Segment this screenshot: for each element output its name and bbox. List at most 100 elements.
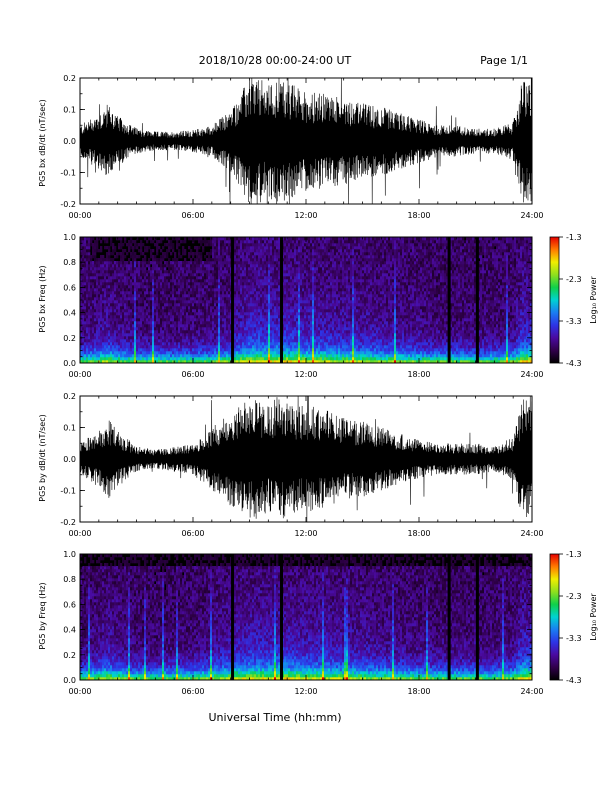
spectrogram-cell <box>136 321 139 325</box>
spectrogram-cell <box>112 279 115 283</box>
spectrogram-cell <box>314 345 317 349</box>
spectrogram-cell <box>150 300 153 304</box>
spectrogram-cell <box>156 342 159 346</box>
spectrogram-cell <box>238 315 241 319</box>
spectrogram-cell <box>140 297 143 301</box>
spectrogram-cell <box>94 252 97 256</box>
spectrogram-cell <box>262 357 265 361</box>
spectrogram-cell <box>234 324 237 328</box>
spectrogram-cell <box>274 336 277 340</box>
spectrogram-cell <box>160 291 163 295</box>
spectrogram-cell <box>278 303 281 307</box>
spectrogram-cell <box>316 237 319 241</box>
spectrogram-cell <box>234 312 237 316</box>
spectrogram-cell <box>120 321 123 325</box>
spectrogram-cell <box>84 273 87 277</box>
spectrogram-cell <box>138 294 141 298</box>
spectrogram-cell <box>114 261 117 265</box>
spectrogram-cell <box>174 321 177 325</box>
spectrogram-cell <box>282 303 285 307</box>
spectrogram-cell <box>308 252 311 256</box>
spectrogram-cell <box>204 351 207 355</box>
spectrogram-cell <box>174 360 177 364</box>
spectrogram-cell <box>256 309 259 313</box>
spectrogram-cell <box>290 267 293 271</box>
spectrogram-cell <box>258 258 261 262</box>
spectrogram-cell <box>100 342 103 346</box>
spectrogram-cell <box>200 351 203 355</box>
spectrogram-cell <box>112 243 115 247</box>
spectrogram-cell <box>102 339 105 343</box>
spectrogram-cell <box>156 315 159 319</box>
spectrogram-cell <box>106 264 109 268</box>
spectrogram-cell <box>302 264 305 268</box>
spectrogram-cell <box>172 306 175 310</box>
spectrogram-cell <box>86 264 89 268</box>
spectrogram-cell <box>126 348 129 352</box>
spectrogram-cell <box>304 279 307 283</box>
spectrogram-cell <box>174 354 177 358</box>
spectrogram-cell <box>272 261 275 265</box>
spectrogram-cell <box>300 252 303 256</box>
spectrogram-cell <box>106 285 109 289</box>
spectrogram-cell <box>178 321 181 325</box>
spectrogram-cell <box>310 327 313 331</box>
spectrogram-cell <box>88 327 91 331</box>
spectrogram-cell <box>266 258 269 262</box>
spectrogram-cell <box>182 354 185 358</box>
spectrogram-cell <box>144 285 147 289</box>
spectrogram-cell <box>194 312 197 316</box>
spectrogram-cell <box>124 324 127 328</box>
spectrogram-cell <box>80 351 83 355</box>
spectrogram-cell <box>310 345 313 349</box>
spectrogram-cell <box>264 258 267 262</box>
spectrogram-cell <box>302 237 305 241</box>
spectrogram-cell <box>296 291 299 295</box>
spectrogram-cell <box>116 321 119 325</box>
spectrogram-cell <box>196 303 199 307</box>
spectrogram-cell <box>296 297 299 301</box>
spectrogram-cell <box>246 279 249 283</box>
spectrogram-cell <box>172 330 175 334</box>
spectrogram-cell <box>100 294 103 298</box>
spectrogram-cell <box>204 321 207 325</box>
spectrogram-cell <box>298 351 301 355</box>
spectrogram-cell <box>198 285 201 289</box>
spectrogram-cell <box>118 297 121 301</box>
spectrogram-cell <box>262 282 265 286</box>
spectrogram-cell <box>144 318 147 322</box>
spectrogram-cell <box>212 294 215 298</box>
spectrogram-cell <box>132 276 135 280</box>
spectrogram-cell <box>204 288 207 292</box>
spectrogram-cell <box>82 345 85 349</box>
spectrogram-cell <box>182 306 185 310</box>
spectrogram-cell <box>276 351 279 355</box>
spectrogram-cell <box>162 342 165 346</box>
spectrogram-cell <box>318 315 321 319</box>
spectrogram-cell <box>300 273 303 277</box>
spectrogram-cell <box>164 360 167 364</box>
spectrogram-cell <box>300 312 303 316</box>
spectrogram-cell <box>92 342 95 346</box>
spectrogram-cell <box>138 309 141 313</box>
spectrogram-cell <box>242 237 245 241</box>
spectrogram-cell <box>288 252 291 256</box>
spectrogram-cell <box>142 270 145 274</box>
spectrogram-cell <box>154 243 157 247</box>
spectrogram-cell <box>164 267 167 271</box>
spectrogram-cell <box>168 309 171 313</box>
spectrogram-cell <box>238 261 241 265</box>
spectrogram-cell <box>248 315 251 319</box>
spectrogram-cell <box>274 261 277 265</box>
spectrogram-cell <box>310 357 313 361</box>
spectrogram-cell <box>110 288 113 292</box>
spectrogram-cell <box>238 309 241 313</box>
spectrogram-cell <box>286 240 289 244</box>
spectrogram-cell <box>176 354 179 358</box>
spectrogram-cell <box>98 279 101 283</box>
spectrogram-cell <box>296 354 299 358</box>
spectrogram-cell <box>226 267 229 271</box>
spectrogram-cell <box>318 297 321 301</box>
spectrogram-cell <box>228 300 231 304</box>
spectrogram-cell <box>218 306 221 310</box>
